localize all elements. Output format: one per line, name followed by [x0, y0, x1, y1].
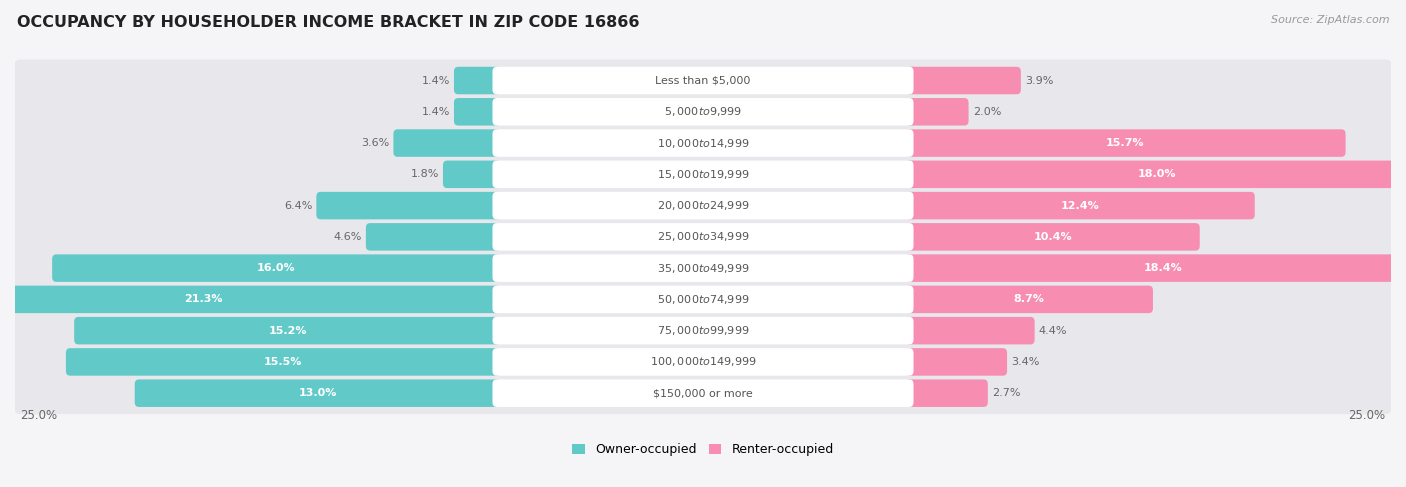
- FancyBboxPatch shape: [905, 254, 1406, 282]
- Text: 15.2%: 15.2%: [269, 326, 307, 336]
- FancyBboxPatch shape: [14, 153, 1392, 195]
- Legend: Owner-occupied, Renter-occupied: Owner-occupied, Renter-occupied: [568, 438, 838, 461]
- Text: 4.4%: 4.4%: [1039, 326, 1067, 336]
- Text: $20,000 to $24,999: $20,000 to $24,999: [657, 199, 749, 212]
- Text: 21.3%: 21.3%: [184, 294, 222, 304]
- FancyBboxPatch shape: [492, 348, 914, 375]
- Text: $10,000 to $14,999: $10,000 to $14,999: [657, 136, 749, 150]
- FancyBboxPatch shape: [454, 67, 501, 94]
- Text: 25.0%: 25.0%: [21, 409, 58, 422]
- FancyBboxPatch shape: [316, 192, 501, 219]
- FancyBboxPatch shape: [14, 185, 1392, 226]
- FancyBboxPatch shape: [14, 216, 1392, 258]
- Text: 2.7%: 2.7%: [993, 388, 1021, 398]
- FancyBboxPatch shape: [905, 130, 1346, 157]
- FancyBboxPatch shape: [905, 161, 1406, 188]
- Text: 15.7%: 15.7%: [1107, 138, 1144, 148]
- Text: Less than $5,000: Less than $5,000: [655, 75, 751, 86]
- Text: $25,000 to $34,999: $25,000 to $34,999: [657, 230, 749, 244]
- FancyBboxPatch shape: [52, 254, 501, 282]
- Text: 1.4%: 1.4%: [422, 107, 450, 117]
- FancyBboxPatch shape: [14, 59, 1392, 101]
- Text: 16.0%: 16.0%: [257, 263, 295, 273]
- FancyBboxPatch shape: [905, 317, 1035, 344]
- FancyBboxPatch shape: [905, 192, 1254, 219]
- FancyBboxPatch shape: [492, 254, 914, 282]
- Text: 10.4%: 10.4%: [1033, 232, 1071, 242]
- FancyBboxPatch shape: [14, 372, 1392, 414]
- Text: 3.9%: 3.9%: [1025, 75, 1053, 86]
- Text: 6.4%: 6.4%: [284, 201, 312, 210]
- FancyBboxPatch shape: [905, 98, 969, 126]
- Text: 2.0%: 2.0%: [973, 107, 1001, 117]
- Text: 18.4%: 18.4%: [1143, 263, 1182, 273]
- FancyBboxPatch shape: [905, 67, 1021, 94]
- Text: 25.0%: 25.0%: [1348, 409, 1385, 422]
- Text: 4.6%: 4.6%: [333, 232, 361, 242]
- FancyBboxPatch shape: [14, 91, 1392, 133]
- FancyBboxPatch shape: [366, 223, 501, 251]
- FancyBboxPatch shape: [14, 341, 1392, 383]
- FancyBboxPatch shape: [66, 348, 501, 375]
- FancyBboxPatch shape: [14, 122, 1392, 164]
- FancyBboxPatch shape: [905, 379, 988, 407]
- Text: $150,000 or more: $150,000 or more: [654, 388, 752, 398]
- FancyBboxPatch shape: [492, 98, 914, 126]
- Text: $5,000 to $9,999: $5,000 to $9,999: [664, 105, 742, 118]
- Text: $35,000 to $49,999: $35,000 to $49,999: [657, 262, 749, 275]
- FancyBboxPatch shape: [394, 130, 501, 157]
- FancyBboxPatch shape: [14, 279, 1392, 320]
- FancyBboxPatch shape: [492, 317, 914, 344]
- FancyBboxPatch shape: [0, 286, 501, 313]
- Text: 3.6%: 3.6%: [361, 138, 389, 148]
- FancyBboxPatch shape: [14, 247, 1392, 289]
- Text: 1.4%: 1.4%: [422, 75, 450, 86]
- FancyBboxPatch shape: [492, 223, 914, 251]
- Text: OCCUPANCY BY HOUSEHOLDER INCOME BRACKET IN ZIP CODE 16866: OCCUPANCY BY HOUSEHOLDER INCOME BRACKET …: [17, 15, 640, 30]
- FancyBboxPatch shape: [492, 161, 914, 188]
- Text: 8.7%: 8.7%: [1014, 294, 1045, 304]
- Text: Source: ZipAtlas.com: Source: ZipAtlas.com: [1271, 15, 1389, 25]
- FancyBboxPatch shape: [14, 310, 1392, 352]
- Text: $75,000 to $99,999: $75,000 to $99,999: [657, 324, 749, 337]
- Text: 12.4%: 12.4%: [1060, 201, 1099, 210]
- FancyBboxPatch shape: [492, 192, 914, 219]
- FancyBboxPatch shape: [75, 317, 501, 344]
- FancyBboxPatch shape: [135, 379, 501, 407]
- FancyBboxPatch shape: [492, 130, 914, 157]
- Text: 18.0%: 18.0%: [1137, 169, 1177, 179]
- FancyBboxPatch shape: [905, 348, 1007, 375]
- Text: $100,000 to $149,999: $100,000 to $149,999: [650, 356, 756, 369]
- FancyBboxPatch shape: [905, 223, 1199, 251]
- FancyBboxPatch shape: [905, 286, 1153, 313]
- FancyBboxPatch shape: [492, 379, 914, 407]
- Text: $50,000 to $74,999: $50,000 to $74,999: [657, 293, 749, 306]
- Text: $15,000 to $19,999: $15,000 to $19,999: [657, 168, 749, 181]
- FancyBboxPatch shape: [492, 286, 914, 313]
- Text: 13.0%: 13.0%: [298, 388, 337, 398]
- Text: 1.8%: 1.8%: [411, 169, 439, 179]
- FancyBboxPatch shape: [443, 161, 501, 188]
- FancyBboxPatch shape: [454, 98, 501, 126]
- Text: 15.5%: 15.5%: [264, 357, 302, 367]
- FancyBboxPatch shape: [492, 67, 914, 94]
- Text: 3.4%: 3.4%: [1011, 357, 1039, 367]
